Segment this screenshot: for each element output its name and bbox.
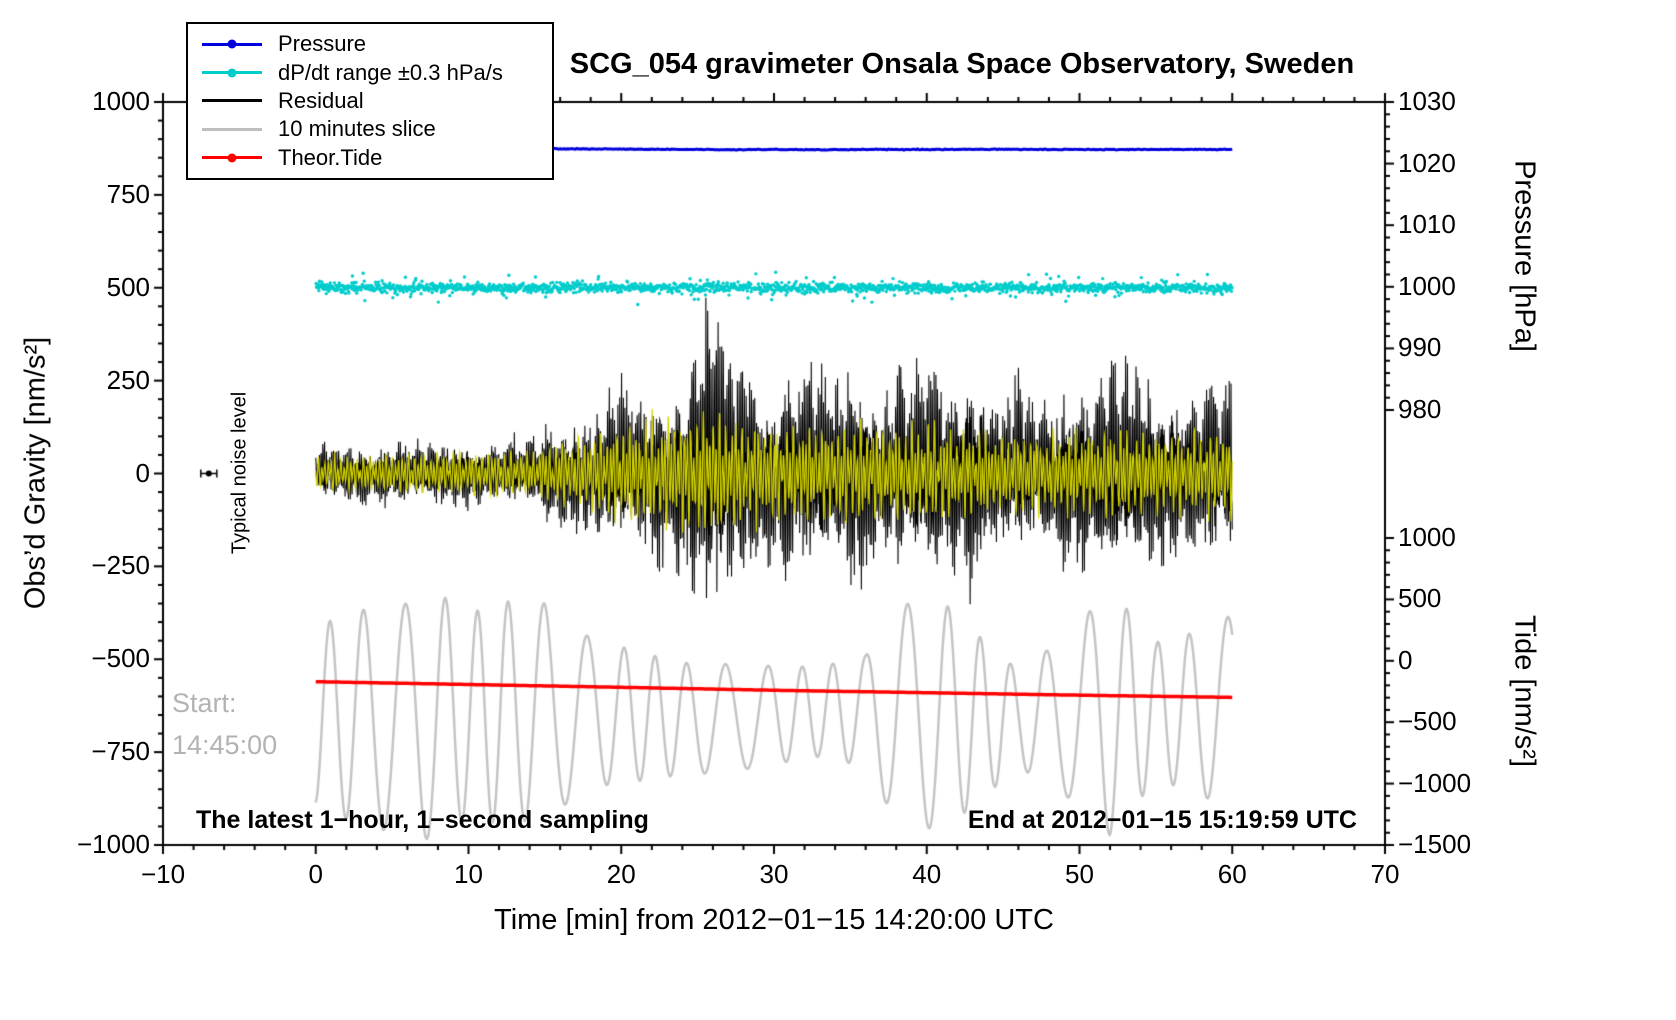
tide-tick-label: −1500 bbox=[1398, 829, 1472, 859]
pressure-axis-label: Pressure [hPa] bbox=[1508, 160, 1541, 352]
noise-level-label: Typical noise level bbox=[228, 391, 251, 555]
gravity-tick-label: −750 bbox=[91, 736, 150, 767]
legend-dot-marker bbox=[227, 68, 237, 78]
x-tick-label: −10 bbox=[140, 859, 186, 889]
legend-dot-marker bbox=[227, 153, 237, 163]
x-tick-label: 20 bbox=[606, 859, 636, 889]
tide-tick-label: −500 bbox=[1398, 706, 1457, 737]
legend-symbol-dp-dt-range-0-3-hpa-s bbox=[202, 67, 262, 78]
x-tick-label: 50 bbox=[1065, 859, 1094, 889]
gravity-tick-label: −250 bbox=[91, 550, 150, 581]
x-axis-label: Time [min] from 2012−01−15 14:20:00 UTC bbox=[494, 904, 1054, 936]
legend-symbol-10-minutes-slice bbox=[202, 124, 262, 135]
tide-tick-label: 1000 bbox=[1398, 522, 1456, 552]
tide-tick-label: 0 bbox=[1398, 644, 1413, 675]
legend: Pressure dP/dt range ±0.3 hPa/s Residual 10… bbox=[186, 22, 554, 180]
x-tick-label: 70 bbox=[1370, 859, 1400, 889]
legend-item-residual: Residual bbox=[202, 88, 552, 114]
legend-item-dp-dt-range-0-3-hpa-s: dP/dt range ±0.3 hPa/s bbox=[202, 60, 552, 86]
sampling-note: The latest 1−hour, 1−second sampling bbox=[196, 806, 649, 834]
gravity-tick-label: 1000 bbox=[92, 86, 150, 116]
gravity-tick-label: 750 bbox=[106, 178, 150, 209]
tide-axis-label: Tide [nm/s²] bbox=[1508, 614, 1541, 768]
pressure-tick-label: 1010 bbox=[1398, 209, 1456, 240]
legend-label: 10 minutes slice bbox=[278, 116, 436, 142]
pressure-tick-label: 980 bbox=[1398, 394, 1442, 424]
x-tick-label: 60 bbox=[1217, 859, 1247, 889]
legend-label: Pressure bbox=[278, 31, 367, 57]
legend-label: Residual bbox=[278, 87, 364, 113]
x-tick-label: 30 bbox=[759, 859, 789, 889]
legend-item-theor-tide: Theor.Tide bbox=[202, 145, 552, 171]
legend-line-swatch bbox=[202, 127, 262, 131]
gravity-tick-label: −1000 bbox=[76, 829, 150, 859]
tide-tick-label: −1000 bbox=[1398, 767, 1472, 798]
legend-line-swatch bbox=[202, 99, 262, 103]
legend-symbol-pressure bbox=[202, 39, 262, 50]
pressure-tick-label: 990 bbox=[1398, 332, 1442, 363]
legend-label: Theor.Tide bbox=[278, 144, 383, 170]
legend-item-10-minutes-slice: 10 minutes slice bbox=[202, 116, 552, 142]
start-label: Start: bbox=[172, 688, 237, 718]
gravity-tick-label: 250 bbox=[106, 364, 150, 395]
x-tick-label: 0 bbox=[308, 859, 323, 889]
legend-symbol-residual bbox=[202, 95, 262, 106]
x-tick-label: 10 bbox=[454, 859, 483, 889]
start-time-value: 14:45:00 bbox=[172, 730, 278, 760]
x-tick-label: 40 bbox=[912, 859, 942, 889]
gravity-tick-label: −500 bbox=[91, 643, 150, 674]
end-time-note: End at 2012−01−15 15:19:59 UTC bbox=[967, 806, 1357, 834]
pressure-tick-label: 1030 bbox=[1398, 86, 1456, 116]
legend-item-pressure: Pressure bbox=[202, 31, 552, 57]
tide-tick-label: 500 bbox=[1398, 583, 1442, 614]
gravity-tick-label: 500 bbox=[106, 271, 150, 302]
chart-title: SCG_054 gravimeter Onsala Space Observat… bbox=[569, 48, 1355, 80]
gravity-tick-label: 0 bbox=[135, 457, 150, 488]
pressure-tick-label: 1020 bbox=[1398, 147, 1456, 178]
legend-label: dP/dt range ±0.3 hPa/s bbox=[278, 59, 503, 85]
pressure-tick-label: 1000 bbox=[1398, 270, 1456, 301]
legend-dot-marker bbox=[227, 39, 237, 49]
legend-symbol-theor-tide bbox=[202, 152, 262, 163]
